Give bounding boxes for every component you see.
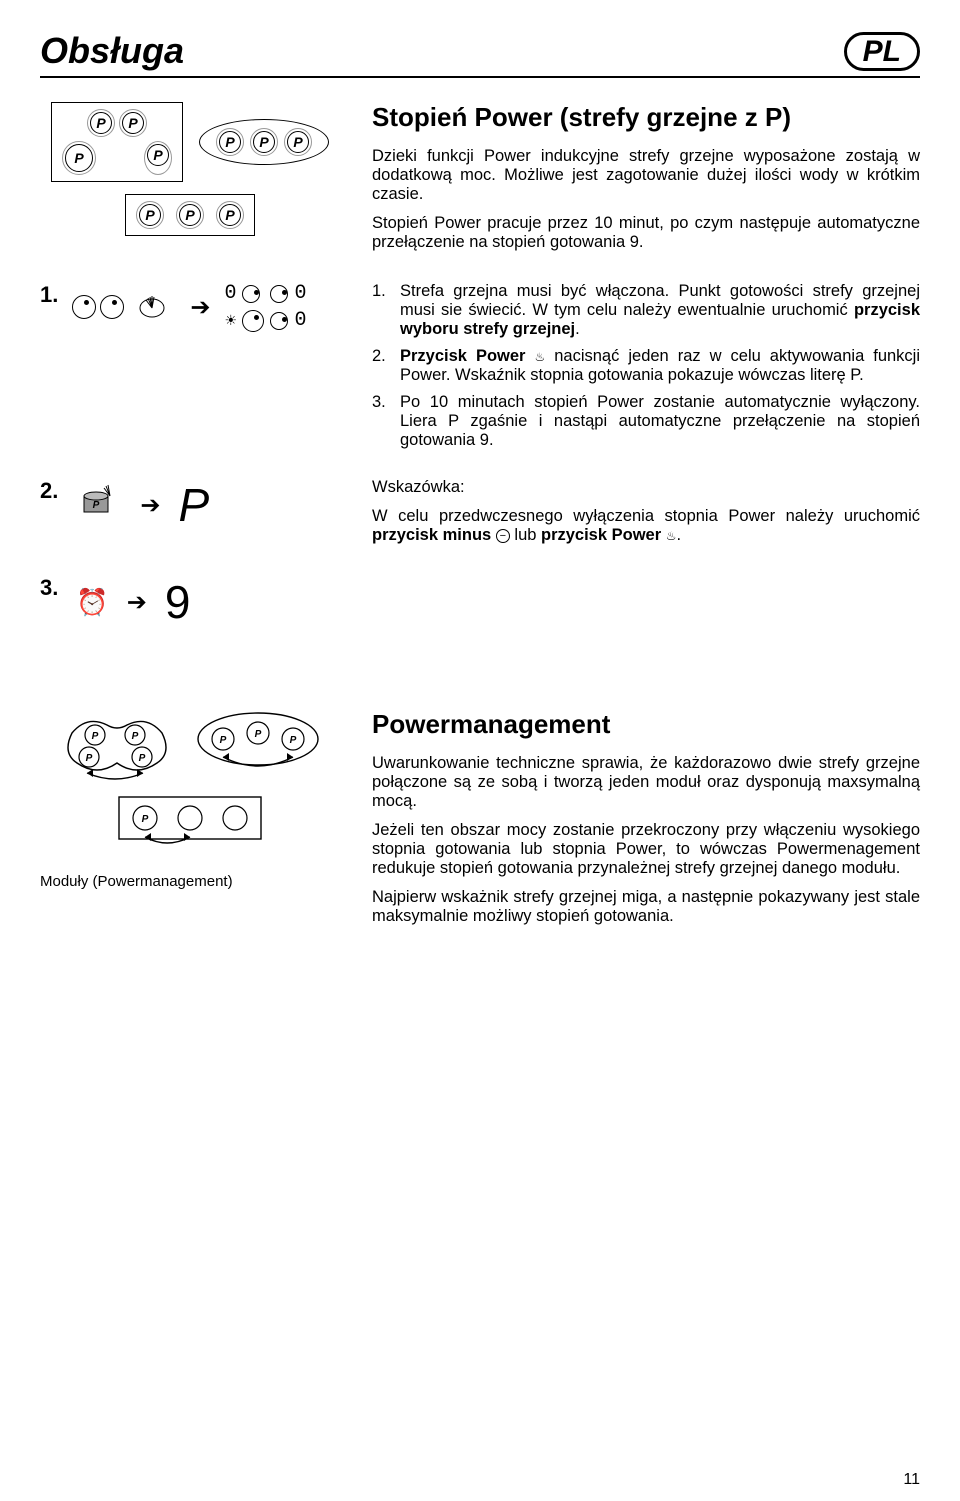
- li3-n: 3.: [372, 393, 390, 450]
- modules-diagram: P P P P P P P: [40, 709, 340, 890]
- section1-title: Stopień Power (strefy grzejne z P): [372, 102, 920, 133]
- li3-text: Po 10 minutach stopień Power zostanie au…: [400, 393, 920, 450]
- pot-press-icon: P: [76, 482, 122, 528]
- section2-text: Powermanagement Uwarunkowanie techniczne…: [372, 709, 920, 936]
- section2-p1: Uwarunkowanie techniczne sprawia, że każ…: [372, 754, 920, 811]
- section-powermanagement: P P P P P P P: [40, 709, 920, 936]
- modules-caption: Moduły (Powermanagement): [40, 873, 233, 890]
- section-power: Stopień Power (strefy grzejne z P) Dziek…: [40, 102, 920, 262]
- step3-num: 3.: [40, 575, 58, 601]
- step-list: 1. Strefa grzejna musi być włączona. Pun…: [372, 282, 920, 458]
- svg-text:P: P: [139, 753, 146, 764]
- svg-text:P: P: [93, 500, 100, 511]
- page-title: Obsługa: [40, 30, 184, 72]
- display-9-icon: 9: [165, 575, 191, 629]
- arrow-icon: ➔: [190, 293, 210, 322]
- li2-text: Przycisk Power ♨ nacisnąć jeden raz w ce…: [400, 347, 920, 385]
- step1-num: 1.: [40, 282, 58, 308]
- step1-diagram: 1. ➔ 00 ☀0: [40, 282, 340, 332]
- section2-p2: Jeżeli ten obszar mocy zostanie przekroc…: [372, 821, 920, 878]
- svg-text:P: P: [92, 731, 99, 742]
- hand-press-icon: [138, 290, 176, 325]
- section1-p2: Stopień Power pracuje przez 10 minut, po…: [372, 214, 920, 252]
- page-header: Obsługa PL: [40, 30, 920, 78]
- step2-row: 2. P ➔ P Wskazówka: W celu przedwczesneg…: [40, 478, 920, 555]
- section2-p3: Najpierw wskażnik strefy grzejnej miga, …: [372, 888, 920, 926]
- diagrams-power-zones: [40, 102, 340, 248]
- hint-title: Wskazówka:: [372, 478, 920, 497]
- display-p-icon: P: [178, 478, 209, 532]
- section2-title: Powermanagement: [372, 709, 920, 740]
- step2-diagram: 2. P ➔ P: [40, 478, 340, 532]
- clock-icon: ⏰: [76, 587, 108, 618]
- control-panel-icon: 00 ☀0: [224, 282, 306, 332]
- svg-text:P: P: [142, 814, 149, 825]
- li1-n: 1.: [372, 282, 390, 339]
- oval-module-diagram: P P P: [193, 709, 323, 781]
- step3-diagram: 3. ⏰ ➔ 9: [40, 575, 340, 629]
- hint-text: W celu przedwczesnego wyłączenia stopnia…: [372, 507, 920, 545]
- arrow-icon: ➔: [127, 588, 147, 617]
- step3-row: 3. ⏰ ➔ 9: [40, 575, 920, 629]
- section1-text: Stopień Power (strefy grzejne z P) Dziek…: [372, 102, 920, 262]
- cooktop-rect3-diagram: [125, 194, 255, 236]
- arrow-icon: ➔: [140, 491, 160, 520]
- section1-p1: Dzieki funkcji Power indukcyjne strefy g…: [372, 147, 920, 204]
- svg-text:P: P: [132, 731, 139, 742]
- lang-badge: PL: [844, 32, 920, 71]
- power-icon: ♨: [534, 351, 545, 363]
- minus-icon: −: [496, 529, 510, 543]
- svg-text:P: P: [255, 729, 262, 740]
- kidney-module-diagram: P P P P: [57, 713, 177, 777]
- step1-row: 1. ➔ 00 ☀0 1. Strefa grzejna musi być wł…: [40, 282, 920, 458]
- page-number: 11: [903, 1471, 920, 1489]
- svg-text:P: P: [290, 735, 297, 746]
- power-icon: ♨: [666, 530, 677, 542]
- rect-module-diagram: P: [115, 793, 265, 857]
- svg-text:P: P: [86, 753, 93, 764]
- cooktop-oval-diagram: [199, 119, 329, 165]
- svg-text:P: P: [220, 735, 227, 746]
- zone-indicator-icon: [100, 295, 124, 319]
- zone-indicator-icon: [72, 295, 96, 319]
- li1-text: Strefa grzejna musi być włączona. Punkt …: [400, 282, 920, 339]
- hint-block: Wskazówka: W celu przedwczesnego wyłącze…: [372, 478, 920, 555]
- step2-num: 2.: [40, 478, 58, 504]
- li2-n: 2.: [372, 347, 390, 385]
- cooktop-rect-diagram: [51, 102, 183, 182]
